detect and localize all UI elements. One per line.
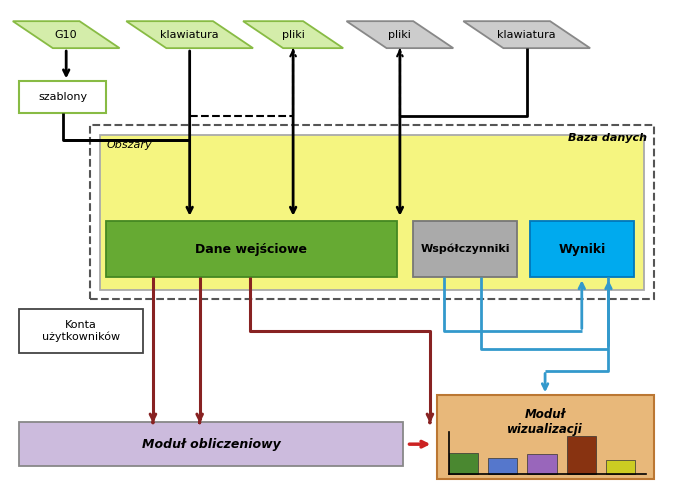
Polygon shape [347, 21, 454, 48]
Bar [530, 221, 633, 277]
Polygon shape [13, 21, 120, 48]
Bar [567, 436, 596, 474]
Bar [20, 310, 143, 354]
Polygon shape [127, 21, 253, 48]
Polygon shape [463, 21, 590, 48]
Text: klawiatura: klawiatura [497, 30, 556, 40]
Text: Dane wejściowe: Dane wejściowe [195, 243, 308, 256]
Text: Obszary: Obszary [106, 140, 152, 150]
Text: Moduł
wizualizacji: Moduł wizualizacji [507, 408, 583, 436]
Bar [488, 458, 517, 474]
Text: pliki: pliki [282, 30, 305, 40]
Bar [437, 395, 653, 479]
Text: pliki: pliki [388, 30, 411, 40]
Bar [606, 460, 635, 474]
Bar [413, 221, 517, 277]
Text: klawiatura: klawiatura [160, 30, 219, 40]
Text: Baza danych: Baza danych [568, 133, 647, 143]
Bar [528, 454, 557, 474]
Bar [90, 125, 653, 300]
Bar [20, 422, 403, 466]
Text: Współczynniki: Współczynniki [420, 244, 509, 254]
Bar [449, 453, 478, 474]
Text: szablony: szablony [38, 92, 87, 102]
Text: Wyniki: Wyniki [558, 243, 606, 256]
Bar [106, 221, 396, 277]
Polygon shape [243, 21, 343, 48]
Text: Konta
użytkowników: Konta użytkowników [42, 320, 120, 342]
Bar [100, 135, 643, 290]
Text: Moduł obliczeniowy: Moduł obliczeniowy [142, 437, 281, 451]
Bar [20, 81, 106, 113]
Text: G10: G10 [55, 30, 77, 40]
